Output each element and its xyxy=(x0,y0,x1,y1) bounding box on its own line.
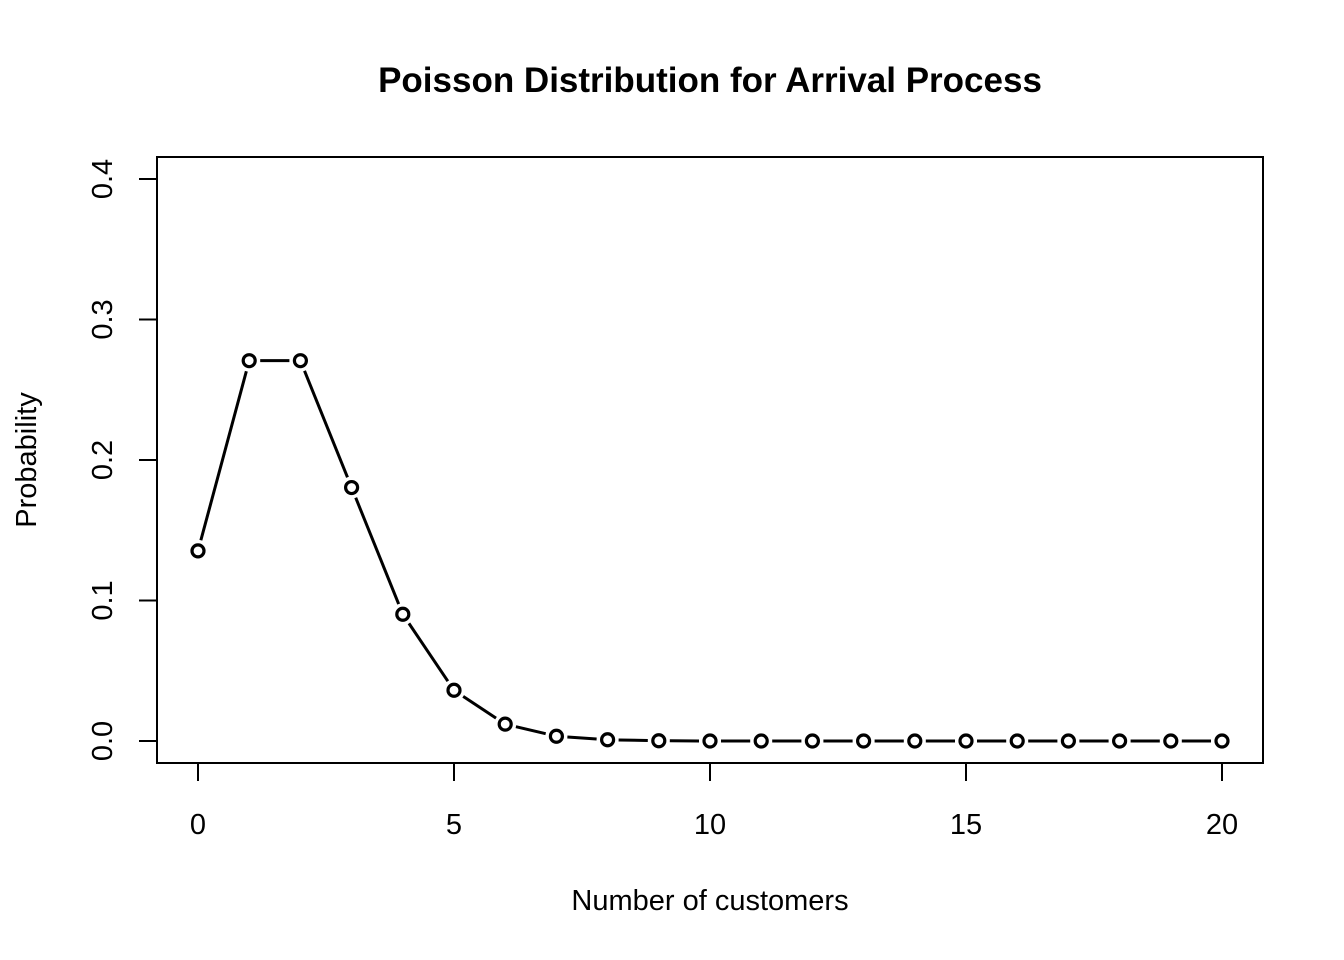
series-line-segment xyxy=(567,735,597,741)
chart-title: Poisson Distribution for Arrival Process xyxy=(378,61,1042,100)
series-line-segment xyxy=(618,738,648,743)
data-point xyxy=(344,479,360,496)
data-point xyxy=(548,728,565,744)
data-point xyxy=(497,716,513,732)
series-line-segment xyxy=(462,695,497,720)
data-point xyxy=(1214,733,1230,749)
data-point xyxy=(1163,733,1179,749)
y-axis: 0.0 0.1 0.2 0.3 0.4 xyxy=(87,159,158,761)
data-point xyxy=(651,733,667,749)
x-axis: 0 5 10 15 20 xyxy=(190,762,1238,841)
x-tick-label: 0 xyxy=(190,809,206,841)
x-tick-label: 15 xyxy=(950,809,982,841)
data-point xyxy=(446,682,462,698)
data-point xyxy=(804,733,821,749)
y-tick-label: 0.0 xyxy=(87,721,119,761)
plot-frame xyxy=(156,156,1264,764)
data-point xyxy=(599,732,616,748)
data-point xyxy=(292,353,308,369)
data-point xyxy=(702,733,718,749)
series-line-segment xyxy=(354,497,401,605)
x-tick-label: 5 xyxy=(446,809,462,841)
data-point xyxy=(1111,733,1128,749)
data-point xyxy=(753,733,769,749)
data-point xyxy=(1060,733,1077,749)
x-tick-label: 20 xyxy=(1206,809,1238,841)
y-tick-label: 0.1 xyxy=(87,580,119,620)
y-tick-label: 0.3 xyxy=(87,299,119,339)
y-axis-label: Probability xyxy=(11,392,43,528)
series-line-segment xyxy=(515,725,547,736)
y-tick-label: 0.2 xyxy=(87,440,119,480)
data-point xyxy=(907,733,923,749)
data-point xyxy=(395,606,411,622)
x-tick-label: 10 xyxy=(694,809,726,841)
data-point xyxy=(241,353,257,369)
data-point xyxy=(1009,733,1025,749)
series-line-segment xyxy=(407,622,450,682)
data-point xyxy=(855,733,872,749)
data-point xyxy=(958,733,974,749)
series-line-segment xyxy=(303,370,349,478)
data-point xyxy=(190,543,206,559)
data-series xyxy=(190,353,1230,749)
x-axis-label: Number of customers xyxy=(571,885,848,917)
y-tick-label: 0.4 xyxy=(87,159,119,199)
series-line-segment xyxy=(199,370,248,541)
